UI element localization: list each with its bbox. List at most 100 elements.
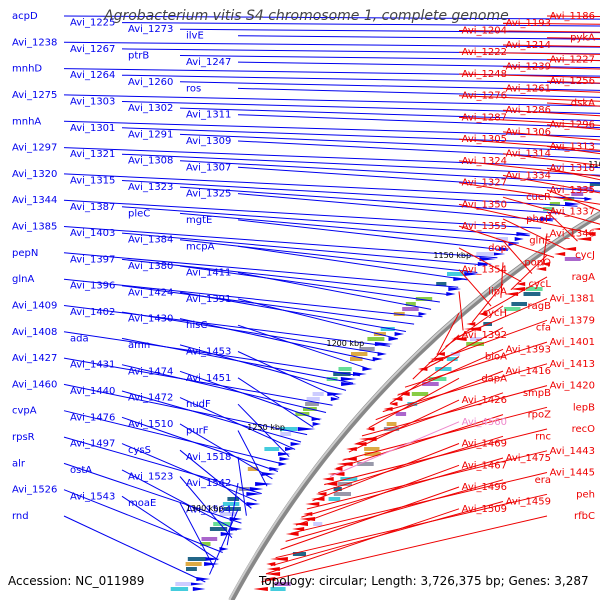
gene-label: Avi_1301 (70, 123, 115, 134)
gene-label: amn (128, 340, 150, 351)
leader-line (179, 476, 233, 539)
leader-line (179, 502, 215, 568)
leader-line (121, 74, 600, 84)
feature-block (312, 392, 324, 396)
gene-label: Avi_1273 (128, 24, 173, 35)
gene-label: Avi_1564 (186, 504, 231, 515)
gene-label: Avi_1380 (128, 261, 173, 272)
forward-gene-arrow (340, 377, 357, 381)
gene-label: Avi_1401 (550, 337, 595, 348)
gene-label: Avi_1402 (70, 307, 115, 318)
gene-label: rnc (535, 431, 551, 442)
leader-line (458, 138, 600, 151)
gene-label: Avi_1267 (70, 44, 115, 55)
feature-block (422, 382, 439, 386)
feature-block (313, 522, 323, 526)
feature-block (428, 377, 447, 381)
gene-label: Avi_1460 (12, 379, 57, 390)
leader-line (63, 410, 284, 465)
feature-block (383, 427, 400, 431)
gene-label: mgtE (186, 215, 212, 226)
gene-label: lepB (573, 402, 595, 413)
leader-line (63, 94, 600, 107)
gene-label: ilvE (186, 31, 204, 42)
forward-gene-arrow (230, 527, 243, 531)
reverse-gene-arrow (333, 467, 343, 471)
leader-line (237, 193, 553, 222)
leader-line (375, 370, 504, 421)
feature-block (589, 182, 600, 186)
leader-line (420, 327, 504, 372)
feature-block (549, 202, 560, 206)
gene-label: Avi_1411 (186, 268, 231, 279)
gene-label: Avi_1321 (70, 149, 115, 160)
leader-line (179, 318, 375, 362)
reverse-gene-arrow (535, 267, 547, 271)
reverse-gene-arrow (292, 527, 305, 531)
feature-block (223, 507, 241, 511)
gene-label: ragA (572, 272, 596, 283)
leader-line (179, 370, 320, 421)
gene-label: Avi_1496 (462, 482, 507, 493)
gene-label: Avi_1248 (462, 69, 507, 80)
leader-line (121, 285, 415, 325)
gene-label: hisC (186, 320, 207, 331)
forward-gene-arrow (394, 332, 405, 336)
feature-block (380, 327, 395, 331)
gene-label: nudF (186, 399, 211, 410)
gene-label: Avi_1543 (70, 491, 115, 502)
gene-label: peh (576, 489, 595, 500)
feature-block (274, 582, 291, 586)
gene-label: Avi_1526 (12, 485, 57, 496)
leader-line (179, 186, 565, 215)
leader-line (179, 28, 600, 34)
reverse-gene-arrow (336, 462, 353, 466)
feature-block (306, 397, 320, 401)
gene-label: Avi_1238 (12, 37, 57, 48)
gene-label: Avi_1344 (12, 195, 57, 206)
leader-line (63, 436, 262, 495)
leader-line (454, 298, 548, 339)
leader-line (237, 430, 268, 487)
leader-line (542, 233, 548, 266)
leader-line (237, 219, 508, 251)
leader-line (63, 226, 498, 259)
leader-line (121, 495, 219, 561)
feature-block (450, 352, 461, 356)
leader-line (546, 167, 600, 181)
gene-label: cfa (536, 323, 551, 334)
leader-line (265, 508, 460, 575)
feature-block (543, 207, 555, 211)
feature-block (175, 582, 191, 586)
leader-line (121, 206, 530, 237)
leader-line (237, 245, 468, 281)
gene-label: Avi_1381 (550, 294, 595, 305)
gene-label: cueR (526, 192, 551, 203)
gene-label: phoP (526, 214, 551, 225)
gene-label: Avi_1320 (12, 169, 57, 180)
gene-label: Avi_1313 (550, 141, 595, 152)
leader-line (179, 239, 478, 273)
leader-line (237, 35, 600, 40)
gene-label: Avi_1291 (128, 129, 173, 140)
leader-line (404, 341, 548, 388)
gene-label: Avi_1325 (186, 189, 231, 200)
feature-block (525, 287, 543, 291)
gene-label: Avi_1424 (128, 287, 173, 298)
leader-line (458, 225, 555, 258)
leader-line (412, 334, 460, 380)
gene-label: ros (186, 83, 201, 94)
gene-label: Avi_1261 (506, 84, 551, 95)
leader-line (63, 120, 600, 138)
leader-line (179, 55, 600, 61)
gene-label: Avi_1384 (128, 235, 173, 246)
gene-label: Avi_1445 (550, 468, 595, 479)
leader-line (237, 140, 600, 160)
leader-line (237, 114, 600, 129)
gene-label: purF (186, 426, 209, 437)
feature-block (415, 297, 433, 301)
leader-line (237, 377, 314, 428)
gene-label: mnhA (12, 116, 41, 127)
